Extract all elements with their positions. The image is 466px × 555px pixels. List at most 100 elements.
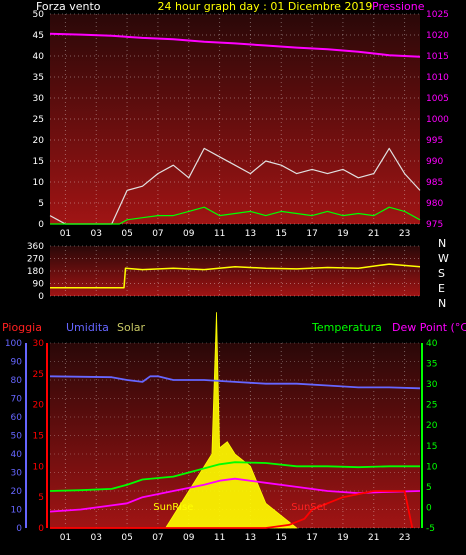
y-tick-label-humidity: 40 xyxy=(11,450,23,460)
x-tick-label: 05 xyxy=(121,533,132,543)
series-dew_point xyxy=(49,477,421,513)
y-tick-label-temp: 40 xyxy=(426,339,438,349)
y-tick-label-rain: 10 xyxy=(33,462,45,472)
y-tick-label-direction: 0 xyxy=(38,292,44,302)
series-rain xyxy=(50,490,414,529)
x-tick-label: 15 xyxy=(276,533,287,543)
x-tick-label: 03 xyxy=(91,229,102,239)
direction-label-e: E xyxy=(438,282,445,295)
humidity-label: Umidita xyxy=(66,321,109,334)
x-tick-label: 15 xyxy=(276,229,287,239)
x-tick-label: 19 xyxy=(337,533,349,543)
y-tick-label-pressure: 990 xyxy=(426,157,443,167)
series-wind_gust xyxy=(49,147,421,225)
axis-ticks: 0510152025303540455097598098599099510001… xyxy=(5,10,449,543)
wind-plot-area xyxy=(50,14,420,224)
direction-label-s: S xyxy=(438,267,445,280)
y-tick-label-humidity: 50 xyxy=(11,432,23,442)
y-tick-label-temp: 5 xyxy=(426,483,432,493)
y-tick-label-wind: 20 xyxy=(33,136,45,146)
x-tick-label: 09 xyxy=(183,229,195,239)
x-tick-label: 19 xyxy=(337,229,349,239)
y-tick-label-wind: 30 xyxy=(33,94,45,104)
x-tick-label: 11 xyxy=(214,533,225,543)
x-tick-label: 23 xyxy=(399,533,410,543)
temperature-label: Temperatura xyxy=(311,321,382,334)
series-lines xyxy=(49,32,421,529)
y-tick-label-pressure: 1010 xyxy=(426,73,449,83)
y-tick-label-rain: 5 xyxy=(38,493,44,503)
x-tick-label: 13 xyxy=(245,229,256,239)
y-tick-label-humidity: 0 xyxy=(16,524,22,534)
y-tick-label-humidity: 20 xyxy=(11,487,23,497)
pressure-label: Pressione xyxy=(372,0,425,13)
x-tick-label: 05 xyxy=(121,229,132,239)
y-tick-label-temp: 20 xyxy=(426,421,438,431)
direction-label-w: W xyxy=(438,252,449,265)
y-tick-label-direction: 180 xyxy=(27,267,44,277)
y-tick-label-wind: 10 xyxy=(33,178,45,188)
y-tick-label-temp: 30 xyxy=(426,380,438,390)
rain-label: Pioggia xyxy=(2,321,42,334)
y-tick-label-humidity: 100 xyxy=(5,339,22,349)
y-tick-label-rain: 25 xyxy=(33,370,44,380)
y-tick-label-humidity: 30 xyxy=(11,469,23,479)
y-tick-label-direction: 270 xyxy=(27,255,44,265)
y-tick-label-pressure: 1015 xyxy=(426,52,449,62)
y-tick-label-wind: 35 xyxy=(33,73,44,83)
y-tick-label-temp: 35 xyxy=(426,360,437,370)
y-tick-label-pressure: 1025 xyxy=(426,10,449,20)
y-tick-label-wind: 50 xyxy=(33,10,45,20)
x-tick-label: 01 xyxy=(60,229,71,239)
series-temperature xyxy=(49,461,420,492)
y-tick-label-pressure: 1005 xyxy=(426,94,449,104)
chart-title: 24 hour graph day : 01 Dicembre 2019 xyxy=(158,0,373,13)
y-tick-label-humidity: 80 xyxy=(11,376,23,386)
x-tick-label: 11 xyxy=(214,229,225,239)
x-tick-label: 03 xyxy=(91,533,102,543)
x-tick-label: 07 xyxy=(152,533,163,543)
y-tick-label-wind: 25 xyxy=(33,115,44,125)
y-tick-label-rain: 30 xyxy=(33,339,45,349)
x-tick-label: 21 xyxy=(368,229,379,239)
x-tick-label: 17 xyxy=(306,533,317,543)
series-direction xyxy=(50,263,421,289)
y-tick-label-wind: 5 xyxy=(38,199,44,209)
y-tick-label-pressure: 980 xyxy=(426,199,443,209)
y-tick-label-temp: 10 xyxy=(426,462,438,472)
y-tick-label-pressure: 995 xyxy=(426,136,443,146)
direction-label-n-top: N xyxy=(438,237,446,250)
x-tick-label: 17 xyxy=(306,229,317,239)
series-humidity xyxy=(49,375,421,390)
y-tick-label-temp: -5 xyxy=(426,524,435,534)
y-tick-label-wind: 40 xyxy=(33,52,45,62)
x-tick-label: 01 xyxy=(60,533,71,543)
y-tick-label-pressure: 1000 xyxy=(426,115,449,125)
x-tick-label: 09 xyxy=(183,533,195,543)
x-tick-label: 07 xyxy=(152,229,163,239)
y-tick-label-wind: 0 xyxy=(38,220,44,230)
y-tick-label-pressure: 975 xyxy=(426,220,443,230)
y-tick-label-rain: 0 xyxy=(38,524,44,534)
y-tick-label-rain: 20 xyxy=(33,401,45,411)
y-tick-label-temp: 15 xyxy=(426,442,437,452)
y-tick-label-direction: 90 xyxy=(33,280,45,290)
series-wind_avg xyxy=(50,206,421,225)
y-tick-label-temp: 25 xyxy=(426,401,437,411)
sunset-annotation: SunSet xyxy=(291,502,327,513)
y-tick-label-wind: 45 xyxy=(33,31,44,41)
x-tick-label: 21 xyxy=(368,533,379,543)
y-tick-label-direction: 360 xyxy=(27,242,44,252)
y-tick-label-humidity: 60 xyxy=(11,413,23,423)
direction-label-n-bottom: N xyxy=(438,297,446,310)
dew-point-label: Dew Point (°C) xyxy=(392,321,466,334)
x-tick-label: 13 xyxy=(245,533,256,543)
series-pressure xyxy=(49,32,421,58)
solar-label: Solar xyxy=(117,321,146,334)
series-solar xyxy=(164,312,298,529)
y-tick-label-temp: 0 xyxy=(426,503,432,513)
y-tick-label-wind: 15 xyxy=(33,157,44,167)
sunrise-annotation: SunRise xyxy=(153,502,193,513)
y-tick-label-humidity: 90 xyxy=(11,358,23,368)
